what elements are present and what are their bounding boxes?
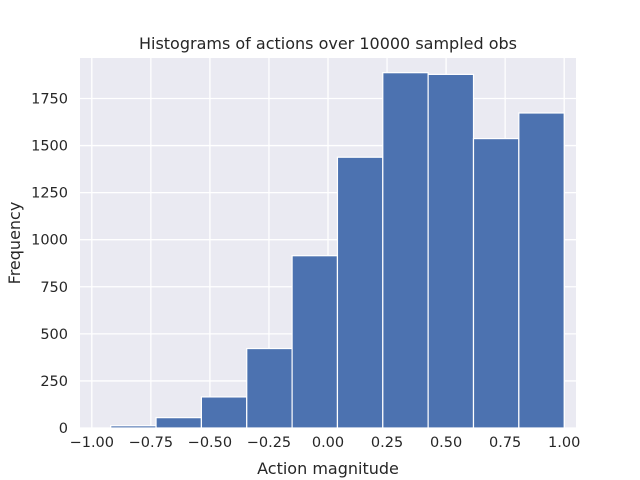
x-tick-label-4: 0.00 <box>312 435 344 451</box>
y-tick-label-3: 750 <box>40 280 68 296</box>
y-tick-label-1: 250 <box>40 374 68 390</box>
x-tick-label-7: 0.75 <box>489 435 521 451</box>
x-tick-label-2: −0.50 <box>188 435 232 451</box>
x-tick-label-0: −1.00 <box>70 435 114 451</box>
x-tick-label-1: −0.75 <box>129 435 173 451</box>
histogram-bar-0 <box>110 425 157 429</box>
histogram-bar-1 <box>155 417 203 429</box>
histogram-bar-3 <box>246 347 293 429</box>
x-tick-label-3: −0.25 <box>247 435 291 451</box>
y-tick-label-0: 0 <box>59 421 68 437</box>
histogram-bar-7 <box>427 73 475 429</box>
histogram-bars <box>110 72 565 429</box>
histogram-bar-2 <box>200 396 248 429</box>
y-axis-ticks: 0 250 500 750 1000 1250 1500 1750 <box>31 91 68 437</box>
x-tick-label-5: 0.25 <box>371 435 403 451</box>
y-tick-label-4: 1000 <box>31 233 68 249</box>
x-axis-label: Action magnitude <box>257 459 399 478</box>
y-tick-label-6: 1500 <box>31 139 68 155</box>
x-axis-ticks: −1.00 −0.75 −0.50 −0.25 0.00 0.25 0.50 0.75 1.00 <box>70 435 581 451</box>
y-tick-label-7: 1750 <box>31 91 68 107</box>
histogram-bar-5 <box>336 156 384 429</box>
x-tick-label-8: 1.00 <box>548 435 580 451</box>
histogram-bar-8 <box>472 137 520 429</box>
y-tick-label-2: 500 <box>40 327 68 343</box>
x-tick-label-6: 0.50 <box>430 435 462 451</box>
chart-title: Histograms of actions over 10000 sampled… <box>139 34 517 53</box>
y-axis-label: Frequency <box>5 202 24 285</box>
histogram-bar-9 <box>518 112 565 429</box>
histogram-bar-4 <box>291 255 339 429</box>
histogram-bar-6 <box>382 72 429 429</box>
y-tick-label-5: 1250 <box>31 186 68 202</box>
